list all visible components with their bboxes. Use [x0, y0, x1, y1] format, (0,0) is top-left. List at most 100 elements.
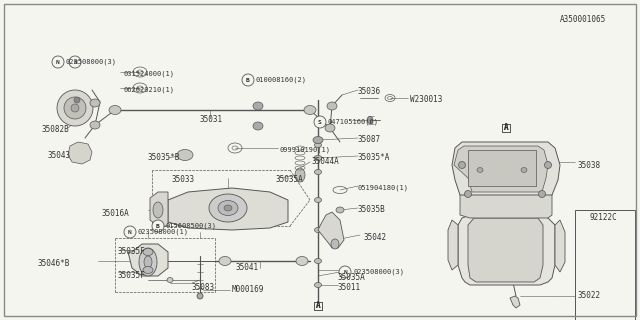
Bar [314, 302, 322, 310]
Ellipse shape [109, 106, 121, 115]
Ellipse shape [367, 116, 373, 124]
Text: 35035B: 35035B [358, 205, 386, 214]
Polygon shape [128, 244, 168, 276]
Polygon shape [460, 188, 552, 218]
Bar [314, 302, 322, 310]
Polygon shape [454, 146, 548, 192]
Text: 35087: 35087 [358, 135, 381, 145]
Circle shape [64, 97, 86, 119]
Ellipse shape [314, 142, 321, 148]
Text: M000169: M000169 [232, 285, 264, 294]
Ellipse shape [253, 102, 263, 110]
Text: 35033: 35033 [172, 175, 195, 185]
Text: N: N [56, 60, 60, 65]
Text: 099910190(1): 099910190(1) [280, 147, 331, 153]
Text: 023508000(1): 023508000(1) [138, 229, 189, 235]
Text: 35046*B: 35046*B [38, 259, 70, 268]
Polygon shape [448, 220, 458, 270]
Bar [502, 124, 510, 132]
Bar [468, 150, 536, 186]
Text: 062620210(1): 062620210(1) [124, 87, 175, 93]
Ellipse shape [314, 170, 321, 174]
Ellipse shape [197, 293, 203, 299]
Ellipse shape [218, 201, 238, 215]
Text: 35035*A: 35035*A [358, 154, 390, 163]
Polygon shape [468, 218, 543, 282]
Ellipse shape [253, 122, 263, 130]
Bar [502, 124, 510, 132]
Ellipse shape [465, 190, 472, 197]
Ellipse shape [313, 137, 323, 143]
Text: 35035A: 35035A [338, 274, 365, 283]
Circle shape [124, 226, 136, 238]
Bar [575, 210, 635, 320]
Text: 023508000(3): 023508000(3) [353, 269, 404, 275]
Polygon shape [150, 192, 168, 226]
Text: 047105160(6): 047105160(6) [328, 119, 379, 125]
Text: 015608500(3): 015608500(3) [166, 223, 217, 229]
Ellipse shape [153, 202, 163, 218]
Text: A350001065: A350001065 [560, 15, 606, 25]
Text: 35083: 35083 [192, 283, 215, 292]
Ellipse shape [209, 194, 247, 222]
Text: 35036: 35036 [358, 87, 381, 97]
Polygon shape [452, 142, 560, 195]
Ellipse shape [314, 156, 322, 161]
Ellipse shape [314, 197, 321, 203]
Ellipse shape [177, 149, 193, 161]
Polygon shape [318, 212, 344, 248]
Ellipse shape [295, 168, 305, 182]
Text: 023508000(3): 023508000(3) [66, 59, 117, 65]
Text: 031524000(1): 031524000(1) [124, 71, 175, 77]
Circle shape [339, 266, 351, 278]
Text: 35022: 35022 [577, 292, 600, 300]
Text: S: S [318, 119, 322, 124]
Text: A: A [504, 124, 508, 132]
Text: 35035F: 35035F [118, 270, 146, 279]
Text: B: B [156, 223, 160, 228]
Ellipse shape [545, 162, 552, 169]
Circle shape [314, 116, 326, 128]
Text: 35042: 35042 [363, 233, 386, 242]
Text: N: N [73, 60, 77, 65]
Text: 35016A: 35016A [102, 209, 130, 218]
Circle shape [57, 90, 93, 126]
Text: 35035A: 35035A [276, 175, 304, 185]
Circle shape [71, 104, 79, 112]
Ellipse shape [314, 259, 321, 263]
Ellipse shape [325, 124, 335, 132]
Ellipse shape [538, 190, 545, 197]
Text: 051904180(1): 051904180(1) [358, 185, 409, 191]
Text: 35082B: 35082B [42, 125, 70, 134]
Polygon shape [168, 188, 288, 230]
Ellipse shape [143, 249, 153, 255]
Text: 92122C: 92122C [590, 213, 618, 222]
Ellipse shape [336, 207, 344, 213]
Text: N: N [128, 229, 132, 235]
Text: 35035*B: 35035*B [148, 154, 180, 163]
Text: B: B [246, 77, 250, 83]
Ellipse shape [458, 162, 465, 169]
Text: 35011: 35011 [338, 284, 361, 292]
Ellipse shape [331, 239, 339, 249]
Ellipse shape [139, 248, 157, 276]
Text: 35044A: 35044A [312, 157, 340, 166]
Polygon shape [458, 215, 555, 285]
Text: 35043: 35043 [48, 150, 71, 159]
Text: A: A [316, 301, 320, 310]
Ellipse shape [314, 283, 321, 287]
Ellipse shape [90, 121, 100, 129]
Ellipse shape [521, 167, 527, 172]
Ellipse shape [327, 102, 337, 110]
Ellipse shape [477, 167, 483, 172]
Ellipse shape [167, 277, 173, 283]
Ellipse shape [224, 205, 232, 211]
Circle shape [52, 56, 64, 68]
Text: A: A [504, 124, 508, 132]
Ellipse shape [219, 257, 231, 266]
Circle shape [152, 220, 164, 232]
Ellipse shape [304, 106, 316, 115]
Text: 35035F: 35035F [118, 247, 146, 257]
Text: A: A [316, 301, 320, 310]
Circle shape [69, 56, 81, 68]
